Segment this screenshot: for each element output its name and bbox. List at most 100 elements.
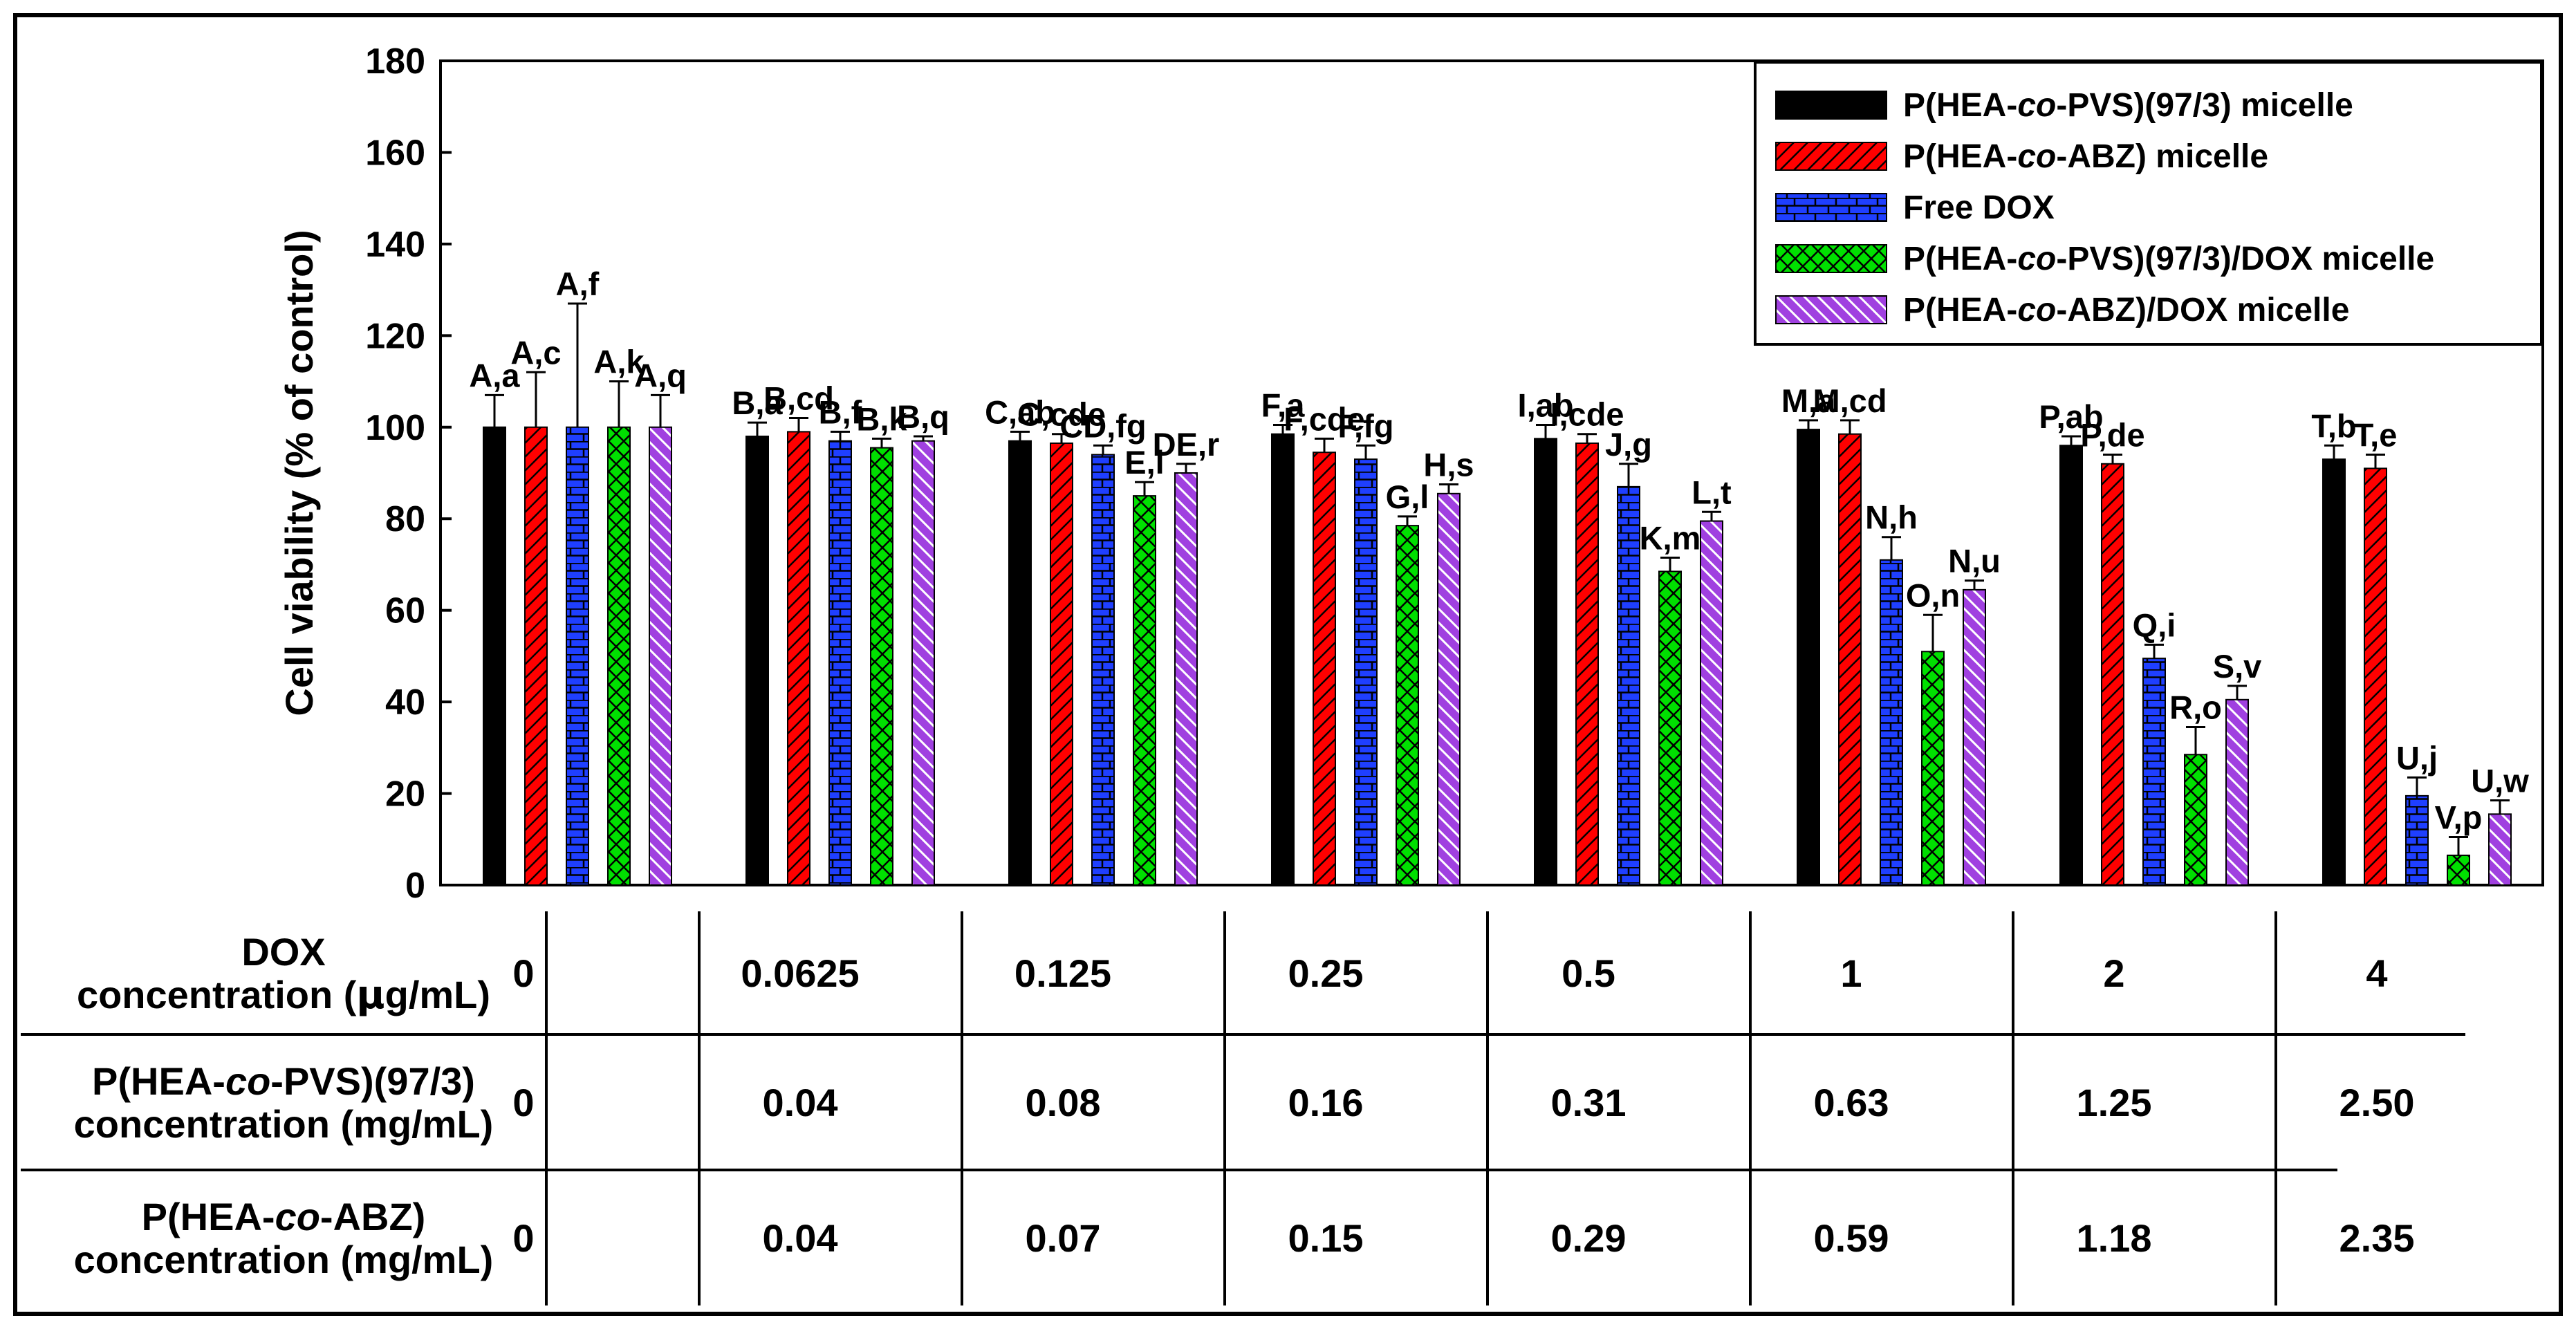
significance-label: M,cd bbox=[1813, 382, 1887, 419]
table-row-label-part: -PVS)(97/3) bbox=[270, 1059, 475, 1103]
significance-label: F,cde bbox=[1284, 400, 1365, 437]
bar bbox=[745, 436, 769, 886]
legend-label-part: co bbox=[2017, 138, 2056, 175]
legend-label: P(HEA-co-PVS)(97/3) micelle bbox=[1903, 87, 2353, 124]
significance-label: B,f bbox=[819, 393, 862, 430]
table-row-label-part: DOX bbox=[241, 930, 325, 974]
significance-label: U,j bbox=[2396, 739, 2438, 776]
bar bbox=[1133, 495, 1156, 886]
y-tick-label: 80 bbox=[385, 499, 425, 539]
table-row-label-part: P(HEA- bbox=[92, 1059, 225, 1103]
legend: P(HEA-co-PVS)(97/3) micelleP(HEA-co-ABZ)… bbox=[1754, 61, 2543, 346]
legend-label-part: co bbox=[2017, 87, 2056, 124]
significance-label: G,l bbox=[1386, 478, 1429, 515]
y-tick-label: 20 bbox=[385, 774, 425, 815]
table-row-label-part: concentration (mg/mL) bbox=[74, 1238, 494, 1281]
table-row-label-part: co bbox=[225, 1059, 270, 1103]
bar bbox=[1700, 520, 1723, 886]
table-cell: 1.18 bbox=[2077, 1216, 2152, 1260]
significance-label: C,ab bbox=[985, 393, 1055, 430]
y-tick-label: 60 bbox=[385, 591, 425, 631]
bar bbox=[524, 426, 548, 886]
significance-label: R,o bbox=[2169, 689, 2222, 726]
significance-label: Q,i bbox=[2133, 606, 2176, 643]
legend-label-part: P(HEA- bbox=[1903, 87, 2017, 124]
y-tick-label: 40 bbox=[385, 682, 425, 723]
table-cell: 0.15 bbox=[1288, 1216, 1364, 1260]
bar bbox=[2447, 854, 2470, 886]
significance-label: I,ab bbox=[1518, 387, 1574, 423]
significance-label: A,f bbox=[556, 266, 600, 302]
y-tick-label: 160 bbox=[365, 133, 425, 173]
bar bbox=[2101, 463, 2124, 886]
significance-label: A,q bbox=[634, 357, 687, 393]
bar bbox=[1880, 559, 1903, 886]
table-cell: 0.63 bbox=[1814, 1081, 1889, 1124]
significance-label: T,e bbox=[2354, 417, 2398, 454]
table-cell: 0 bbox=[512, 951, 534, 995]
bar bbox=[2405, 794, 2429, 886]
table-cell: 0.125 bbox=[1014, 951, 1111, 995]
table-row-label-part: co bbox=[275, 1195, 320, 1238]
table-cell: 0.29 bbox=[1551, 1216, 1627, 1260]
table-row-label: concentration (μg/mL) bbox=[77, 973, 490, 1018]
table-row-label-part: μ bbox=[356, 973, 384, 1018]
significance-label: T,b bbox=[2311, 407, 2356, 444]
bar bbox=[483, 426, 506, 886]
table-cell: 0.16 bbox=[1288, 1081, 1364, 1124]
bar bbox=[1658, 570, 1682, 886]
bar bbox=[566, 426, 589, 886]
table-cell: 4 bbox=[2366, 951, 2387, 995]
significance-label: K,m bbox=[1640, 520, 1701, 557]
figure-border bbox=[13, 13, 2563, 1316]
bar bbox=[1797, 429, 1820, 886]
table-cell: 0.5 bbox=[1562, 951, 1615, 995]
table-row-label: P(HEA-co-PVS)(97/3) bbox=[92, 1059, 475, 1103]
legend-label: P(HEA-co-ABZ) micelle bbox=[1903, 138, 2268, 175]
bar bbox=[1174, 472, 1198, 886]
legend-label-part: -ABZ)/DOX micelle bbox=[2056, 292, 2349, 328]
table-row-label: concentration (mg/mL) bbox=[74, 1102, 494, 1146]
significance-label: S,v bbox=[2213, 648, 2262, 685]
legend-label-part: -PVS)(97/3)/DOX micelle bbox=[2056, 241, 2434, 277]
legend-label-part: -ABZ) micelle bbox=[2056, 138, 2268, 175]
table-cell: 2.50 bbox=[2339, 1081, 2415, 1124]
bar bbox=[2059, 445, 2083, 886]
significance-label: A,a bbox=[469, 357, 520, 393]
significance-label: P,ab bbox=[2039, 398, 2103, 435]
legend-label-part: co bbox=[2017, 292, 2056, 328]
bar bbox=[607, 426, 631, 886]
significance-label: P,de bbox=[2080, 417, 2144, 454]
significance-label: B,k bbox=[856, 400, 907, 437]
table-row-label-part: P(HEA- bbox=[142, 1195, 275, 1238]
table-cell: 0.31 bbox=[1551, 1081, 1627, 1124]
legend-swatch bbox=[1775, 91, 1887, 120]
table-cell: 0.07 bbox=[1026, 1216, 1101, 1260]
significance-label: V,p bbox=[2435, 799, 2483, 835]
legend-label: P(HEA-co-ABZ)/DOX micelle bbox=[1903, 292, 2349, 328]
bar bbox=[1354, 458, 1378, 886]
y-tick-label: 180 bbox=[365, 41, 425, 82]
bar bbox=[649, 426, 672, 886]
bar bbox=[828, 440, 852, 886]
bar bbox=[787, 431, 810, 886]
y-axis: 0 20 40 60 80 100 120 140 160 180 Cell viability (… bbox=[277, 41, 452, 906]
significance-label: DE,r bbox=[1153, 426, 1220, 463]
significance-label: A,c bbox=[510, 334, 561, 371]
bar bbox=[911, 440, 935, 886]
significance-label: O,n bbox=[1906, 577, 1960, 613]
significance-label: C,cde bbox=[1017, 396, 1106, 433]
y-tick-label: 100 bbox=[365, 408, 425, 448]
table-cell: 0.04 bbox=[763, 1216, 838, 1260]
y-tick-label: 120 bbox=[365, 316, 425, 356]
bar bbox=[1437, 492, 1461, 886]
significance-label: H,s bbox=[1423, 447, 1474, 483]
legend-swatch bbox=[1775, 244, 1887, 273]
table-row-label-part: concentration ( bbox=[77, 973, 357, 1016]
significance-label: CD,fg bbox=[1059, 407, 1146, 444]
bar bbox=[1921, 651, 1945, 886]
table-row-label: DOX bbox=[241, 930, 325, 974]
table-cell: 2.35 bbox=[2339, 1216, 2415, 1260]
significance-label: A,k bbox=[593, 344, 645, 380]
